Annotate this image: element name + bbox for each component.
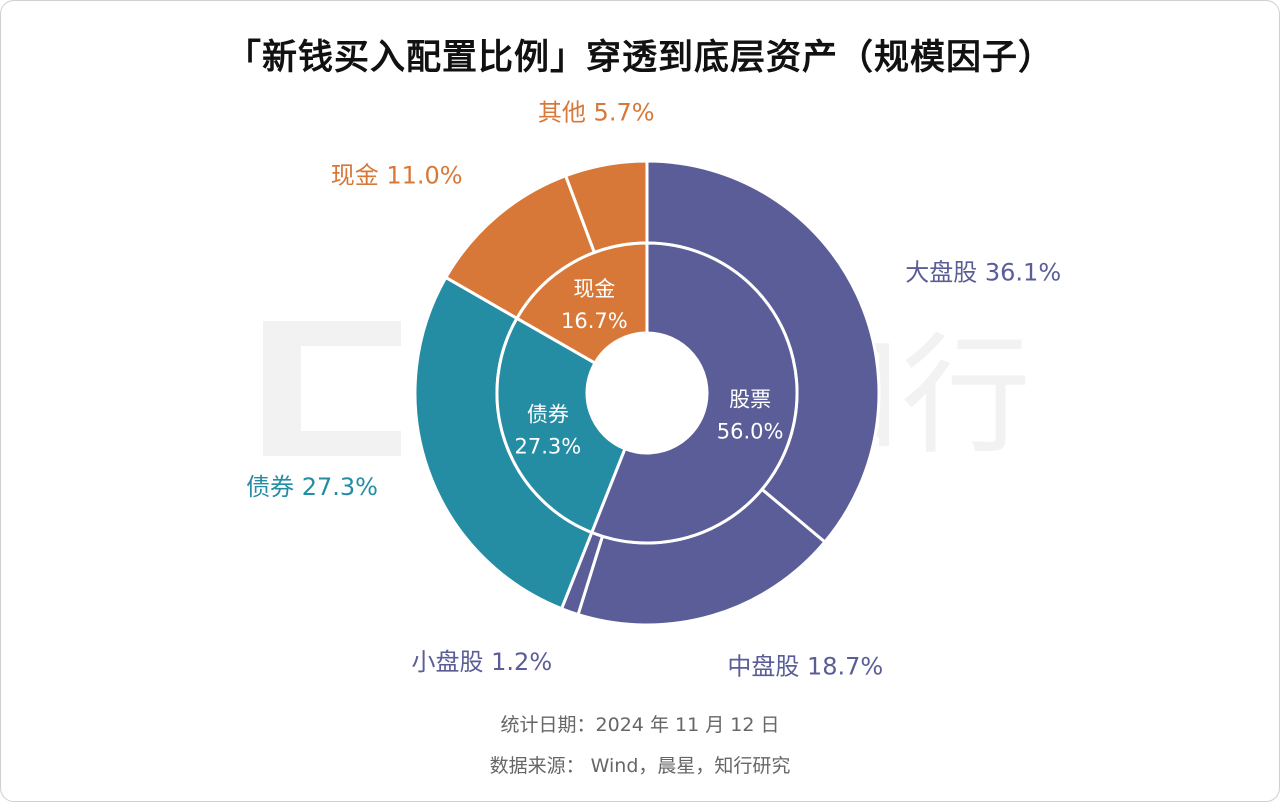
inner-label-1: 债券 27.3% [515, 403, 582, 459]
outer-label-1: 中盘股 18.7% [727, 652, 883, 680]
outer-label-0: 大盘股 36.1% [905, 258, 1061, 286]
outer-label-5: 其他 5.7% [538, 99, 655, 127]
chart-title: 「新钱买入配置比例」穿透到底层资产（规模因子） [225, 38, 1054, 78]
inner-slice-1 [495, 316, 627, 535]
outer-label-4: 现金 11.0% [331, 162, 463, 190]
data-source: 数据来源： Wind，晨星，知行研究 [489, 755, 791, 777]
inner-ring [495, 241, 799, 545]
watermark: 知行 [263, 320, 1031, 472]
inner-slice-2 [514, 241, 649, 366]
outer-label-2: 小盘股 1.2% [412, 648, 553, 676]
slice-labels: 股票 56.0% 债券 27.3% 现金 16.7% 大盘股 36.1% 中盘股 18.7% 小… [246, 99, 1061, 681]
inner-slice-0 [589, 241, 799, 545]
inner-label-2: 现金 16.7% [561, 277, 628, 333]
outer-ring [413, 159, 881, 627]
inner-label-0: 股票 56.0% [717, 388, 784, 444]
watermark-logo-icon [263, 321, 401, 456]
stat-date: 统计日期：2024 年 11 月 12 日 [500, 714, 780, 736]
outer-label-3: 债券 27.3% [246, 473, 378, 501]
